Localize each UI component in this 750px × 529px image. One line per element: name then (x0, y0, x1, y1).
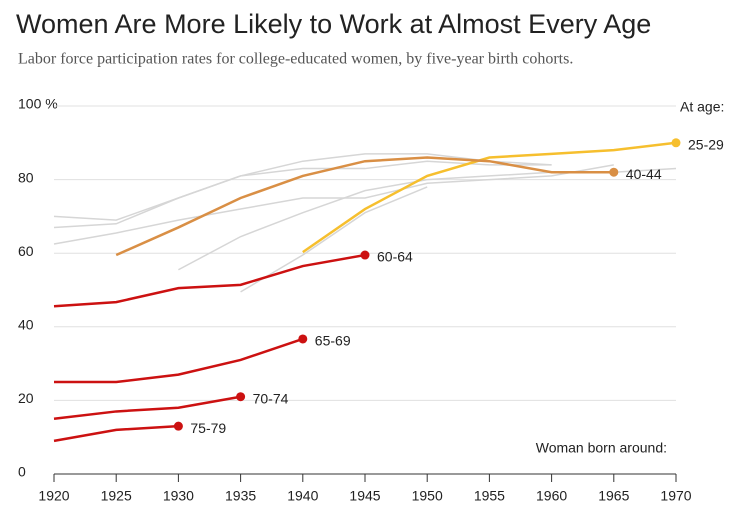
series-label: 40-44 (626, 166, 662, 182)
end-dot (173, 421, 183, 431)
x-tick-label: 1955 (474, 488, 505, 504)
end-dot (236, 392, 246, 402)
series-label: 70-74 (253, 390, 289, 406)
x-annotation: Woman born around: (536, 440, 667, 456)
series-line (53, 253, 366, 308)
x-tick-label: 1935 (225, 488, 256, 504)
series-label: 75-79 (190, 420, 226, 436)
x-tick-label: 1945 (349, 488, 380, 504)
x-tick-label: 1920 (38, 488, 69, 504)
y-tick-label: 80 (18, 169, 34, 185)
y-tick-label: 40 (18, 317, 34, 333)
y-tick-label: 60 (18, 243, 34, 259)
series-line (115, 156, 614, 257)
end-dot (671, 138, 681, 148)
series-line (302, 141, 677, 254)
series-line (53, 395, 241, 421)
x-tick-label: 1970 (660, 488, 691, 504)
background-line (53, 164, 614, 245)
background-line (53, 160, 552, 229)
chart-subtitle: Labor force participation rates for coll… (18, 51, 573, 68)
chart-title: Women Are More Likely to Work at Almost … (16, 9, 651, 39)
end-dot (360, 250, 370, 260)
y-tick-label: 20 (18, 390, 34, 406)
series-label: 65-69 (315, 333, 351, 349)
x-tick-label: 1940 (287, 488, 318, 504)
x-tick-label: 1965 (598, 488, 629, 504)
legend-heading: At age: (680, 99, 724, 115)
series-line (54, 337, 304, 384)
series-line (53, 424, 179, 443)
background-line (240, 186, 428, 293)
end-dot (298, 334, 308, 344)
series-label: 25-29 (688, 137, 724, 153)
y-tick-label: 0 (18, 464, 26, 480)
x-tick-label: 1930 (163, 488, 194, 504)
x-tick-label: 1950 (412, 488, 443, 504)
series-label: 60-64 (377, 249, 413, 265)
x-tick-label: 1960 (536, 488, 567, 504)
end-dot (609, 167, 619, 177)
y-tick-label: 100 % (18, 96, 58, 112)
x-tick-label: 1925 (101, 488, 132, 504)
